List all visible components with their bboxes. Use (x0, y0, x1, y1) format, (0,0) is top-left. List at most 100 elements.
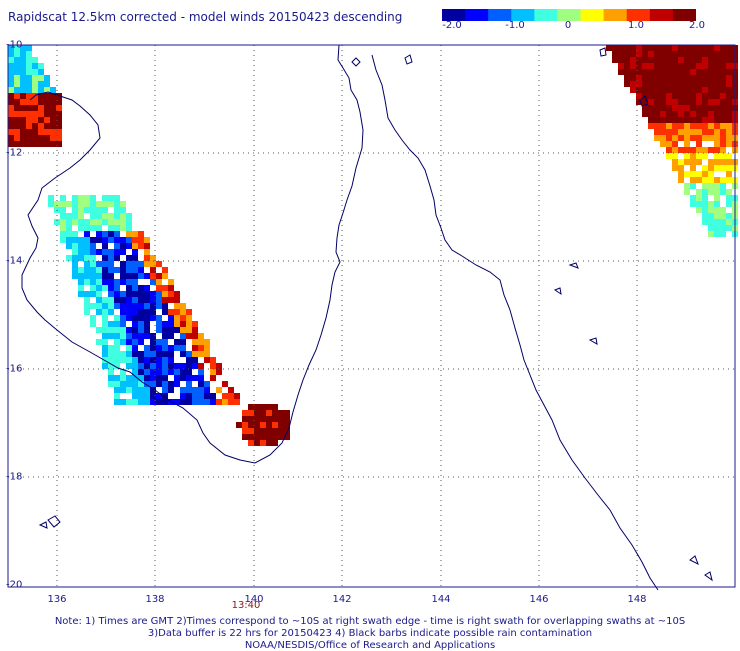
wind-cell (126, 303, 132, 309)
wind-cell (726, 105, 732, 111)
wind-cell (714, 69, 720, 75)
wind-cell (666, 135, 672, 141)
wind-cell (156, 291, 162, 297)
wind-cell (38, 111, 44, 117)
wind-cell (26, 69, 32, 75)
wind-cell (708, 87, 714, 93)
wind-cell (726, 111, 732, 117)
wind-cell (672, 51, 678, 57)
wind-cell (72, 231, 78, 237)
wind-cell (132, 273, 138, 279)
wind-cell (66, 219, 72, 225)
wind-cell (696, 147, 702, 153)
wind-cell (690, 69, 696, 75)
wind-cell (144, 327, 150, 333)
wind-cell (162, 291, 168, 297)
wind-cell (150, 333, 156, 339)
wind-cell (702, 147, 708, 153)
wind-cell (254, 428, 260, 434)
wind-cell (666, 111, 672, 117)
wind-cell (648, 117, 654, 123)
wind-cell (678, 75, 684, 81)
wind-cell (44, 129, 50, 135)
wind-cell (138, 381, 144, 387)
wind-cell (708, 147, 714, 153)
wind-cell (690, 63, 696, 69)
wind-cell (96, 207, 102, 213)
wind-cell (156, 285, 162, 291)
wind-cell (38, 105, 44, 111)
wind-cell (660, 57, 666, 63)
wind-cell (120, 237, 126, 243)
wind-cell (32, 81, 38, 87)
wind-cell (102, 213, 108, 219)
wind-cell (678, 99, 684, 105)
wind-cell (266, 422, 272, 428)
wind-cell (696, 63, 702, 69)
wind-cell (174, 399, 180, 405)
wind-cell (20, 117, 26, 123)
wind-cell (32, 141, 38, 147)
wind-cell (50, 93, 56, 99)
wind-cell (720, 189, 726, 195)
wind-cell (678, 171, 684, 177)
wind-cell (726, 51, 732, 57)
wind-cell (96, 339, 102, 345)
wind-cell (260, 440, 266, 446)
wind-cell (26, 117, 32, 123)
wind-cell (114, 249, 120, 255)
wind-cell (684, 111, 690, 117)
wind-cell (156, 261, 162, 267)
wind-cell (132, 369, 138, 375)
wind-cell (54, 201, 60, 207)
wind-cell (114, 327, 120, 333)
wind-cell (720, 69, 726, 75)
wind-cell (210, 363, 216, 369)
wind-cell (114, 333, 120, 339)
wind-cell (90, 279, 96, 285)
wind-cell (108, 321, 114, 327)
wind-cell (32, 57, 38, 63)
wind-cell (714, 45, 720, 51)
wind-cell (138, 321, 144, 327)
wind-cell (102, 363, 108, 369)
wind-cell (108, 201, 114, 207)
wind-cell (144, 237, 150, 243)
wind-cell (26, 51, 32, 57)
wind-cell (216, 369, 222, 375)
wind-cell (666, 93, 672, 99)
wind-cell (44, 123, 50, 129)
wind-cell (624, 51, 630, 57)
wind-cell (144, 321, 150, 327)
wind-cell (636, 63, 642, 69)
wind-cell (260, 416, 266, 422)
wind-cell (102, 303, 108, 309)
wind-cell (96, 237, 102, 243)
wind-cell (138, 315, 144, 321)
wind-cell (168, 357, 174, 363)
wind-cell (678, 87, 684, 93)
colorbar-segment (465, 9, 489, 21)
wind-cell (102, 243, 108, 249)
wind-cell (132, 237, 138, 243)
wind-cell (684, 183, 690, 189)
wind-cell (60, 201, 66, 207)
wind-cell (38, 63, 44, 69)
wind-cell (72, 243, 78, 249)
wind-cell (78, 201, 84, 207)
wind-cell (20, 51, 26, 57)
wind-cell (14, 87, 20, 93)
wind-cell (696, 99, 702, 105)
wind-cell (678, 123, 684, 129)
wind-cell (126, 315, 132, 321)
wind-cell (714, 63, 720, 69)
wind-cell (624, 63, 630, 69)
coastline-island (599, 47, 607, 57)
wind-cell (66, 225, 72, 231)
wind-cell (126, 387, 132, 393)
wind-cell (278, 434, 284, 440)
wind-cell (168, 363, 174, 369)
wind-cell (120, 357, 126, 363)
wind-cell (102, 279, 108, 285)
wind-cell (624, 45, 630, 51)
